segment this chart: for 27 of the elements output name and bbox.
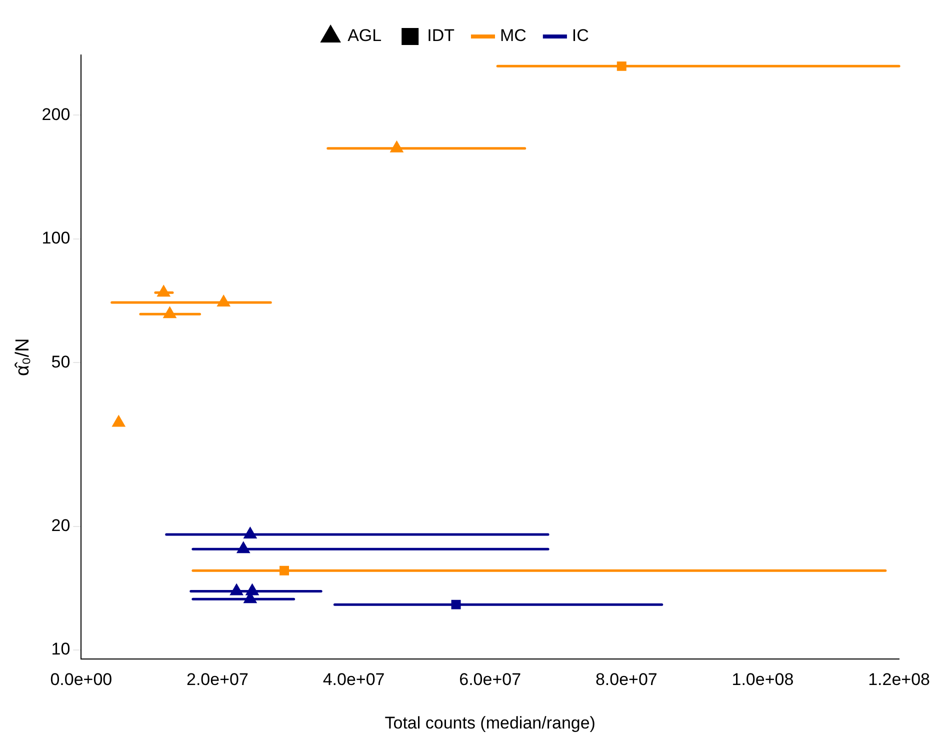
point (236, 542, 250, 554)
x-tick-label: 1.0e+08 (732, 670, 794, 690)
y-tick-label: 20 (51, 516, 70, 535)
y-tick-label: 200 (42, 104, 70, 124)
x-tick-label: 1.2e+08 (868, 670, 930, 690)
y-tick-label: 50 (51, 352, 70, 372)
x-tick-label: 2.0e+07 (186, 670, 248, 690)
x-axis-title: Total counts (median/range) (384, 713, 596, 732)
x-tick-label: 4.0e+07 (322, 670, 385, 690)
y-tick-label: 10 (51, 640, 70, 659)
point (244, 526, 257, 538)
legend-label: IDT (427, 26, 454, 46)
legend-label: AGL (348, 26, 382, 46)
y-axis-title: α̂₀/N (12, 338, 34, 376)
legend-label: MC (500, 26, 526, 46)
point (217, 295, 230, 307)
y-tick-label: 100 (42, 228, 70, 248)
legend-label: IC (572, 26, 589, 46)
point (390, 140, 404, 152)
point (616, 61, 626, 71)
point (230, 584, 244, 596)
x-tick-label: 8.0e+07 (595, 670, 658, 690)
point (112, 415, 126, 427)
x-tick-label: 0.0e+00 (50, 670, 112, 690)
point (163, 306, 176, 318)
x-tick-label: 6.0e+07 (459, 670, 522, 690)
point (157, 285, 170, 297)
